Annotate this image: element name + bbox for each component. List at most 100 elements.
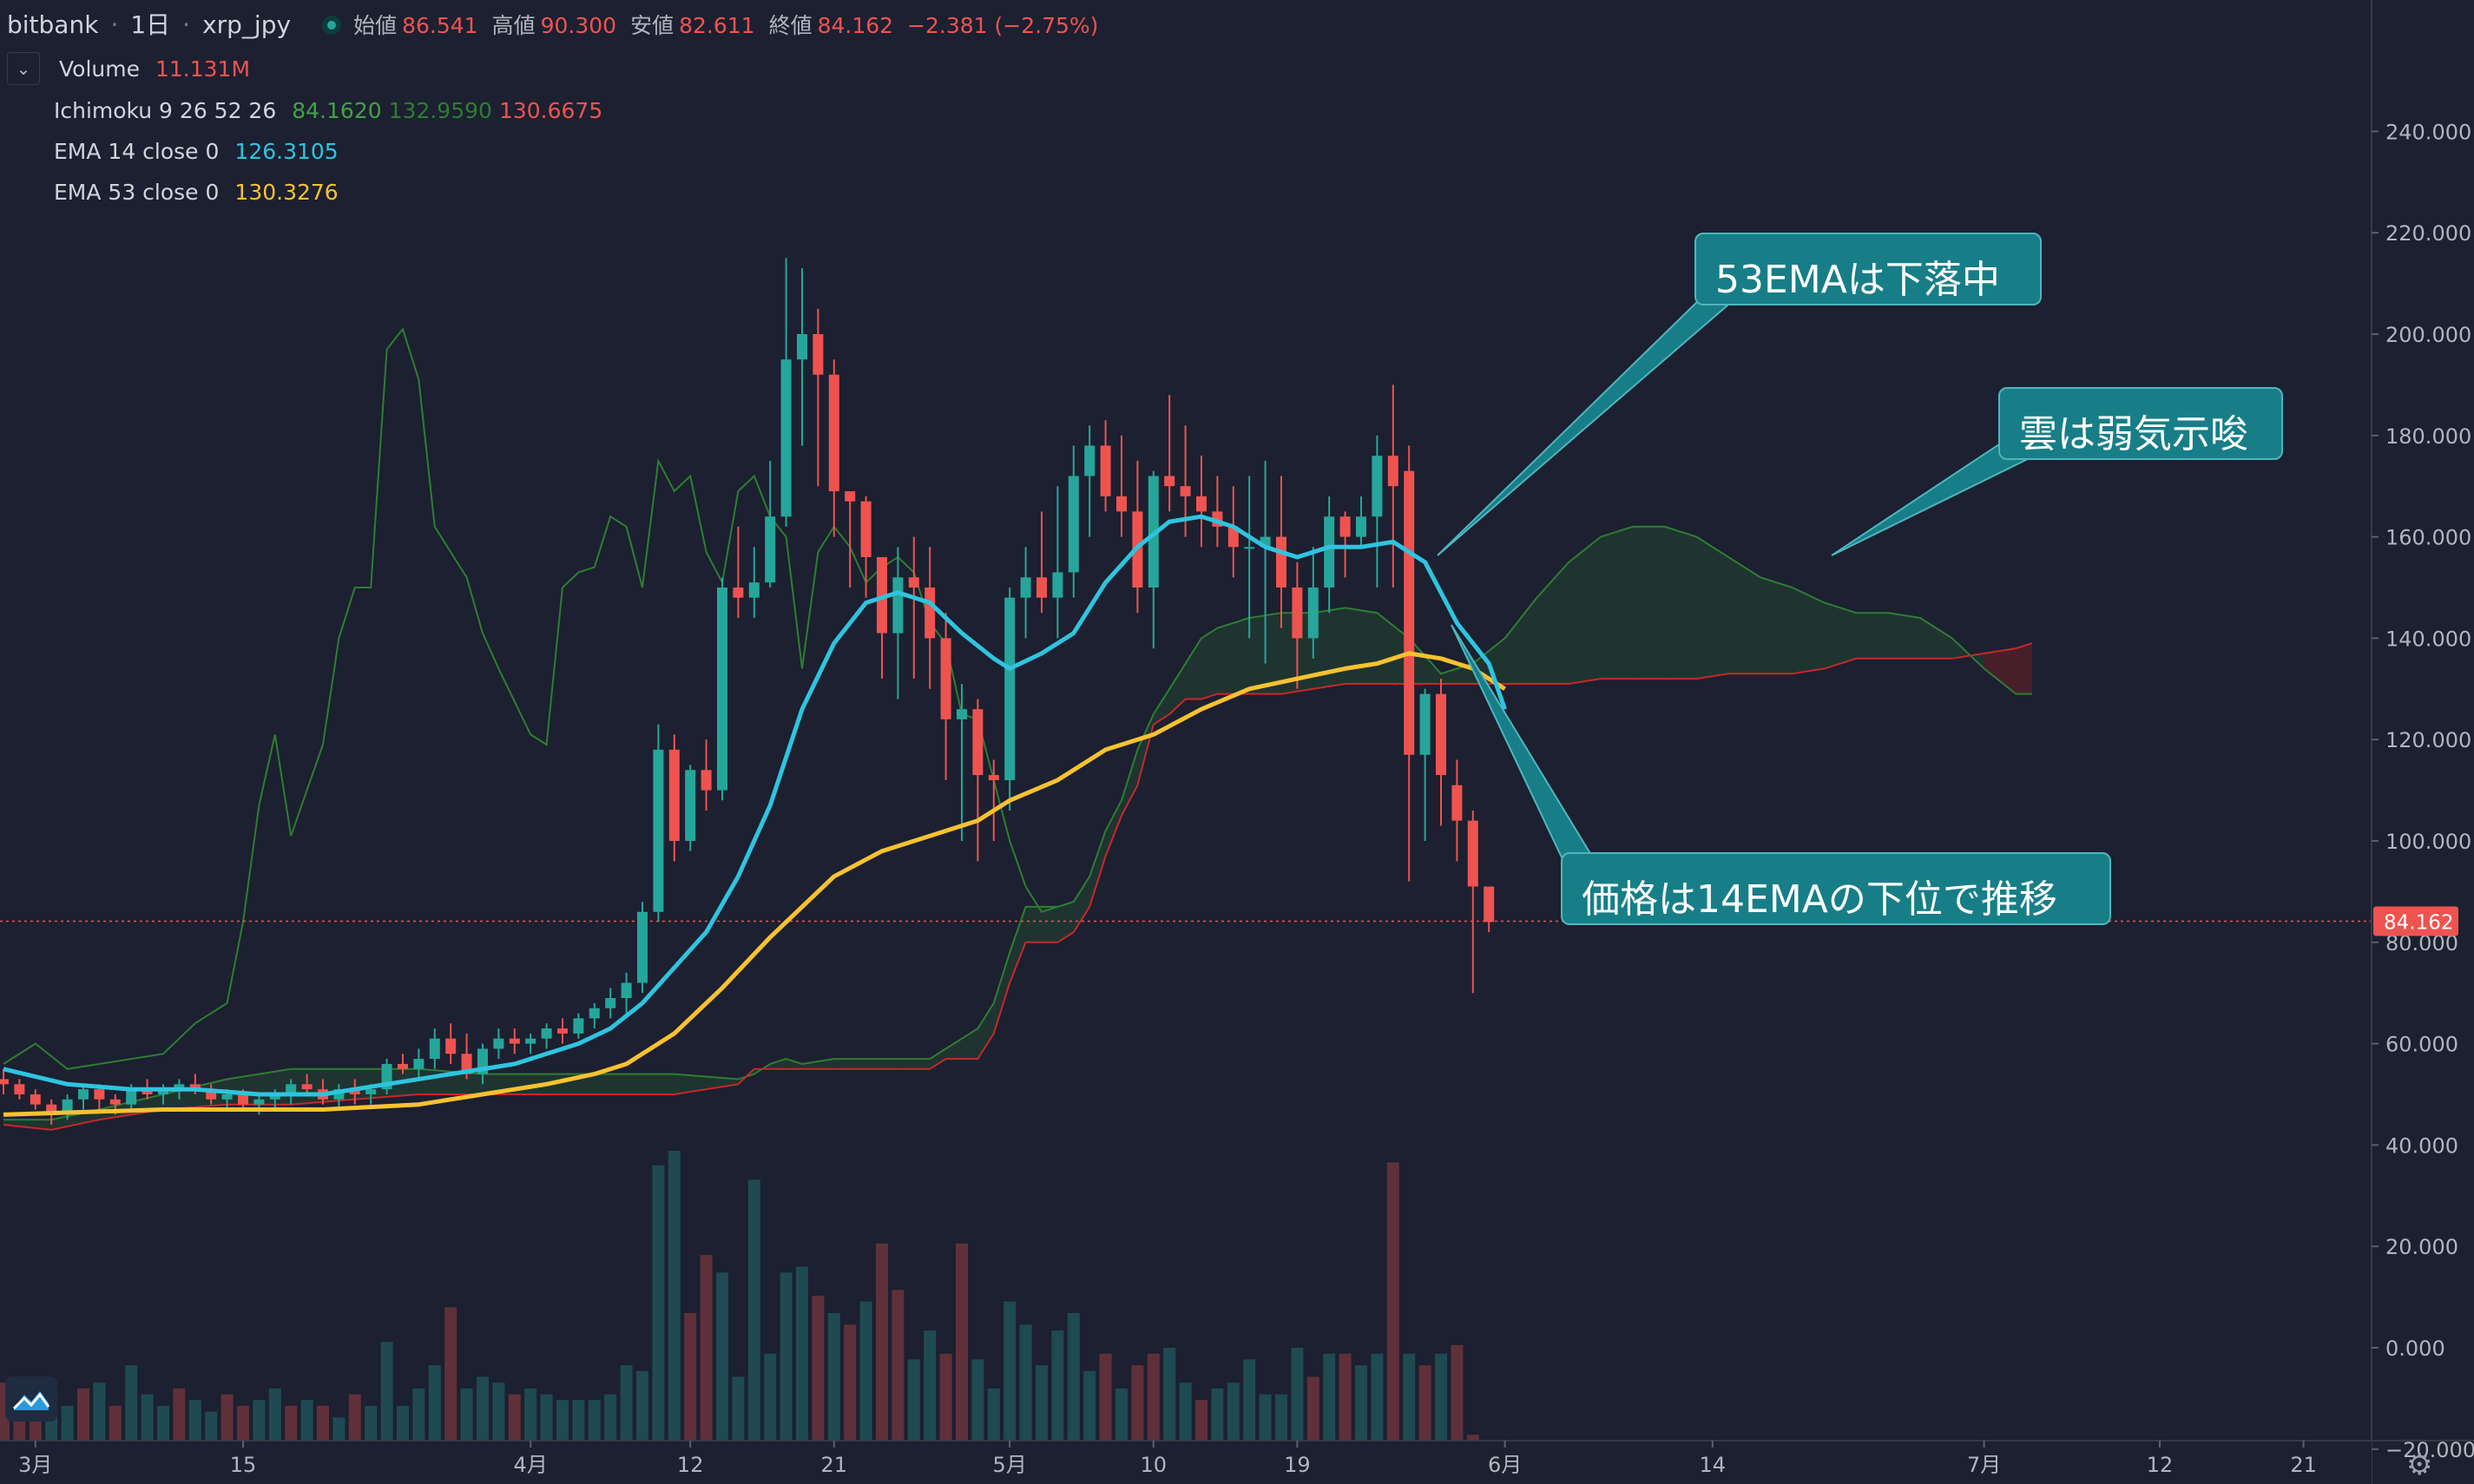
exchange-name[interactable]: bitbank [7,10,99,39]
candle-body [493,1038,504,1049]
candle-body [701,770,712,791]
candle [972,699,984,862]
volume-bar [188,1400,201,1441]
volume-bar [268,1388,281,1441]
volume-bar [492,1382,505,1441]
cloud-segment [1824,602,1857,669]
ema53-name[interactable]: EMA 53 close 0 [54,180,220,205]
candle [286,1079,297,1105]
candle-body [429,1038,440,1060]
volume-bar [636,1370,648,1441]
candle-body [1068,476,1079,573]
volume-bar [220,1394,234,1441]
candle [398,1054,408,1074]
candle-body [189,1084,201,1090]
candle-body [349,1089,360,1094]
volume-legend: ⌄ Volume 11.131M [7,52,250,85]
candle [1404,445,1415,882]
cloud-segment [1569,536,1601,684]
cloud-segment [1025,906,1058,942]
volume-bar [1259,1394,1272,1441]
candle-body [1100,445,1111,496]
cloud-segment [1345,607,1378,684]
volume-bar [300,1400,313,1441]
volume-bar [1355,1365,1367,1441]
candle-body [589,1008,600,1019]
candle-body [1116,496,1127,512]
candle [1068,445,1079,598]
collapse-legend-button[interactable]: ⌄ [7,52,40,85]
cloud-segment [1010,906,1026,983]
volume-bar [0,1382,10,1441]
price-axis-background [2372,0,2474,1441]
volume-bar [620,1365,633,1441]
cloud-segment [1217,622,1234,694]
volume-bar [1243,1359,1256,1441]
candle-body [365,1089,377,1094]
candle-body [30,1094,41,1105]
open-value: 86.541 [402,12,478,38]
ichimoku-value-1: 84.1620 [292,98,382,123]
volume-bar [397,1405,409,1441]
candle [605,988,616,1019]
symbol-header: bitbank · 1日 · xrp_jpy 始値 86.541 高値 90.300… [7,10,1099,39]
candle [940,613,951,780]
candle-body [1451,785,1463,821]
ichimoku-value-3: 130.6675 [498,98,603,123]
candle-body [797,334,807,360]
candle-body [1372,456,1383,517]
candle [1451,759,1463,862]
price-tick-label: 120.000 [2385,728,2471,752]
volume-bar [508,1394,521,1441]
cloud-segment [1504,597,1537,684]
volume-bar [1036,1365,1048,1441]
symbol-name[interactable]: xrp_jpy [202,10,292,39]
cloud-segment [833,1059,898,1069]
volume-bar [1418,1365,1431,1441]
candle [717,577,727,801]
volume-bar [604,1394,617,1441]
candle [1052,486,1063,639]
volume-bar [1115,1388,1128,1441]
candle-body [174,1084,185,1090]
candle [1196,456,1207,548]
tradingview-logo-icon[interactable] [5,1376,57,1422]
time-tick-label: 21 [821,1453,848,1477]
cloud-segment [993,952,1010,1034]
volume-name[interactable]: Volume [59,56,140,82]
candle-body [238,1094,248,1105]
candle-body [877,556,887,634]
candle-body [333,1089,345,1100]
cloud-segment [770,1059,786,1069]
price-tick-label: 180.000 [2385,424,2471,449]
cloud-segment [1185,638,1201,699]
callout-ema53: 53EMAは下落中 [1694,233,2042,305]
volume-bar [540,1394,553,1441]
volume-bar [365,1405,378,1441]
cloud-segment [1920,618,1952,659]
interval-label[interactable]: 1日 [130,10,171,39]
candle-body [1227,526,1239,548]
cloud-segment [786,1059,802,1069]
candle-body [733,588,744,598]
volume-bar [524,1388,537,1441]
candle-body [1404,470,1415,755]
volume-bar [332,1417,345,1441]
candle-body [94,1089,105,1100]
volume-bar [1403,1353,1416,1441]
low-label: 安値 [630,12,674,38]
settings-gear-icon[interactable]: ⚙ [2406,1448,2433,1482]
ichimoku-name[interactable]: Ichimoku 9 26 52 26 [54,98,277,123]
candle [1020,547,1031,639]
volume-bar [1386,1162,1399,1441]
candle-body [46,1104,57,1115]
candle [541,1023,552,1049]
candle [1356,496,1366,548]
time-tick-label: 5月 [993,1453,1027,1477]
volume-bar [1211,1388,1224,1441]
ema14-name[interactable]: EMA 14 close 0 [54,139,220,164]
candle-body [1356,516,1366,537]
time-tick-label: 14 [1700,1453,1727,1477]
candle [860,496,872,598]
